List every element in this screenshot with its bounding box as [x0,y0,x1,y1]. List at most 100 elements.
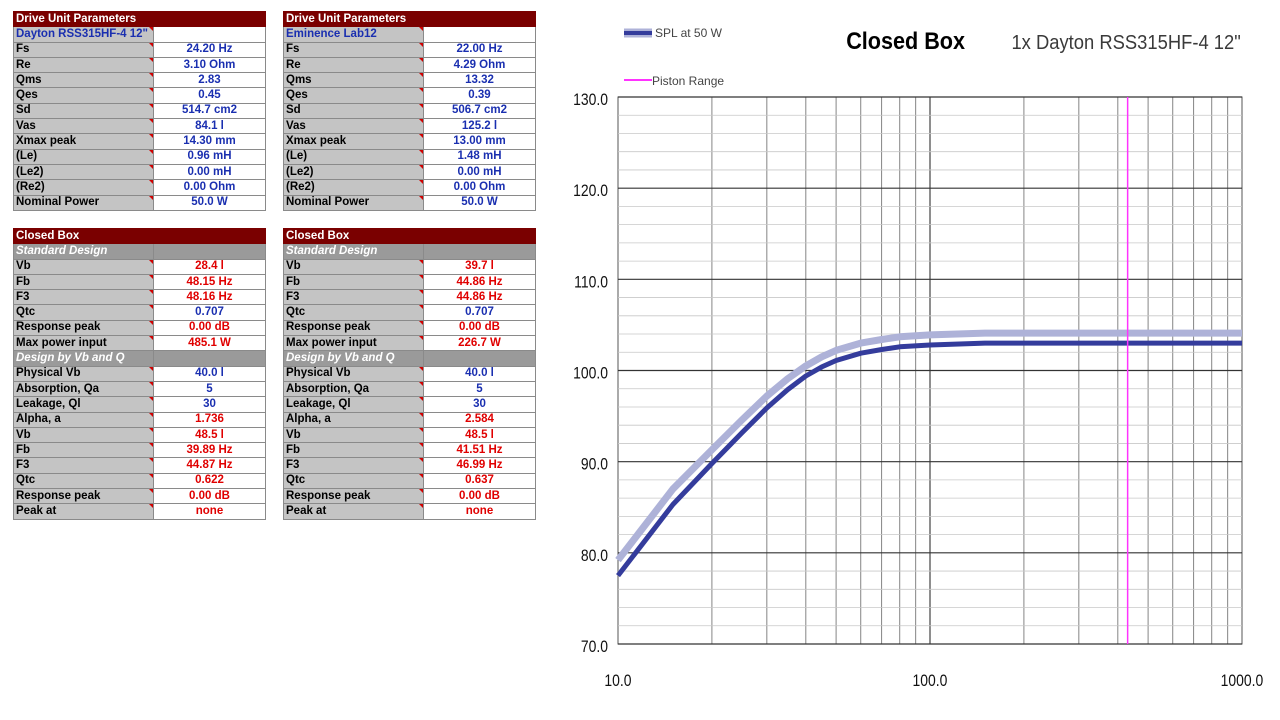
param-value[interactable]: 0.00 Ohm [153,179,266,196]
standard-param-value[interactable]: 0.707 [423,304,536,321]
standard-param-value[interactable]: 0.00 dB [153,319,266,337]
standard-param-value[interactable]: 226.7 W [423,335,536,352]
param-label[interactable]: Qes [283,87,424,104]
param-value[interactable]: 14.30 mm [153,133,266,150]
param-label[interactable]: Qms [13,72,154,89]
standard-param-value[interactable]: 28.4 l [153,258,266,275]
param-value[interactable]: 3.10 Ohm [153,56,266,74]
section-standard-label[interactable]: Standard Design [13,243,154,260]
param-value[interactable]: 514.7 cm2 [153,102,266,120]
param-label[interactable]: (Le) [283,148,424,165]
vbq-param-value[interactable]: 44.87 Hz [153,457,266,474]
param-value[interactable]: 0.96 mH [153,148,266,165]
header-value[interactable] [423,10,536,28]
param-label[interactable]: Nominal Power [13,194,154,211]
vbq-param-label[interactable]: Alpha, a [283,411,424,428]
header-label[interactable]: Drive Unit Parameters [283,10,424,28]
standard-param-label[interactable]: Vb [283,258,424,275]
standard-param-value[interactable]: 39.7 l [423,258,536,275]
driver-name-label[interactable]: Eminence Lab12 [283,26,424,43]
param-label[interactable]: Vas [283,118,424,135]
param-value[interactable]: 13.32 [423,72,536,89]
standard-param-label[interactable]: Max power input [283,335,424,352]
param-label[interactable]: (Le2) [13,163,154,181]
vbq-param-value[interactable]: 1.736 [153,411,266,428]
standard-param-label[interactable]: Qtc [13,304,154,321]
vbq-param-value[interactable]: 39.89 Hz [153,442,266,459]
param-value[interactable]: 2.83 [153,72,266,89]
section-vbq-label[interactable]: Design by Vb and Q [13,350,154,367]
vbq-param-label[interactable]: Leakage, Ql [13,396,154,413]
driver-name-value[interactable] [153,26,266,43]
vbq-param-label[interactable]: Leakage, Ql [283,396,424,413]
vbq-param-label[interactable]: Alpha, a [13,411,154,428]
standard-param-label[interactable]: F3 [13,289,154,306]
vbq-param-value[interactable]: 0.00 dB [423,488,536,505]
vbq-param-value[interactable]: 30 [423,396,536,413]
header-value[interactable] [153,10,266,28]
vbq-param-value[interactable]: 40.0 l [153,365,266,382]
standard-param-value[interactable]: 44.86 Hz [423,273,536,291]
standard-param-value[interactable]: 48.16 Hz [153,289,266,306]
param-label[interactable]: (Le) [13,148,154,165]
param-label[interactable]: (Le2) [283,163,424,181]
vbq-param-label[interactable]: Response peak [283,488,424,505]
param-label[interactable]: Vas [13,118,154,135]
param-value[interactable]: 13.00 mm [423,133,536,150]
vbq-param-label[interactable]: Qtc [13,472,154,490]
vbq-param-value[interactable]: 46.99 Hz [423,457,536,474]
param-value[interactable]: 0.00 Ohm [423,179,536,196]
standard-param-label[interactable]: Fb [13,273,154,291]
header-label[interactable]: Closed Box [283,227,424,245]
param-label[interactable]: Qes [13,87,154,104]
section-standard-value[interactable] [423,243,536,260]
vbq-param-label[interactable]: Peak at [13,503,154,520]
vbq-param-label[interactable]: Absorption, Qa [283,380,424,398]
param-value[interactable]: 0.39 [423,87,536,104]
standard-param-value[interactable]: 0.707 [153,304,266,321]
param-value[interactable]: 4.29 Ohm [423,56,536,74]
vbq-param-label[interactable]: Peak at [283,503,424,520]
vbq-param-value[interactable]: 0.00 dB [153,488,266,505]
vbq-param-value[interactable]: 0.622 [153,472,266,490]
param-label[interactable]: Qms [283,72,424,89]
param-value[interactable]: 506.7 cm2 [423,102,536,120]
vbq-param-label[interactable]: Absorption, Qa [13,380,154,398]
standard-param-value[interactable]: 48.15 Hz [153,273,266,291]
vbq-param-label[interactable]: Response peak [13,488,154,505]
param-value[interactable]: 0.45 [153,87,266,104]
header-label[interactable]: Drive Unit Parameters [13,10,154,28]
param-value[interactable]: 22.00 Hz [423,41,536,58]
param-value[interactable]: 0.00 mH [423,163,536,181]
section-standard-label[interactable]: Standard Design [283,243,424,260]
vbq-param-value[interactable]: 2.584 [423,411,536,428]
standard-param-label[interactable]: Qtc [283,304,424,321]
vbq-param-label[interactable]: Fb [13,442,154,459]
param-label[interactable]: Sd [13,102,154,120]
standard-param-label[interactable]: Vb [13,258,154,275]
section-vbq-value[interactable] [423,350,536,367]
vbq-param-value[interactable]: 0.637 [423,472,536,490]
section-vbq-label[interactable]: Design by Vb and Q [283,350,424,367]
vbq-param-label[interactable]: Physical Vb [283,365,424,382]
standard-param-value[interactable]: 0.00 dB [423,319,536,337]
header-value[interactable] [153,227,266,245]
param-label[interactable]: (Re2) [13,179,154,196]
section-vbq-value[interactable] [153,350,266,367]
standard-param-value[interactable]: 44.86 Hz [423,289,536,306]
section-standard-value[interactable] [153,243,266,260]
header-value[interactable] [423,227,536,245]
vbq-param-value[interactable]: none [423,503,536,520]
param-label[interactable]: Nominal Power [283,194,424,211]
vbq-param-value[interactable]: 41.51 Hz [423,442,536,459]
vbq-param-label[interactable]: F3 [283,457,424,474]
param-label[interactable]: Re [283,56,424,74]
param-value[interactable]: 125.2 l [423,118,536,135]
param-label[interactable]: Sd [283,102,424,120]
vbq-param-label[interactable]: F3 [13,457,154,474]
param-label[interactable]: Re [13,56,154,74]
vbq-param-label[interactable]: Qtc [283,472,424,490]
standard-param-label[interactable]: Max power input [13,335,154,352]
standard-param-label[interactable]: Fb [283,273,424,291]
vbq-param-label[interactable]: Vb [13,426,154,444]
